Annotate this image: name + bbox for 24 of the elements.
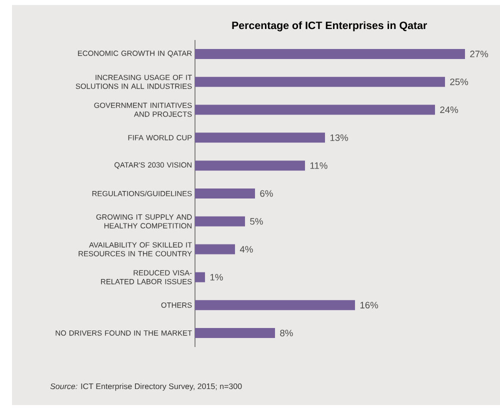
bar — [195, 300, 355, 310]
data-label: 13% — [330, 134, 348, 141]
data-label: 11% — [310, 162, 328, 169]
bar — [195, 48, 465, 59]
data-label: 8% — [280, 330, 293, 336]
data-label: 16% — [360, 302, 378, 308]
data-label: 27% — [470, 50, 488, 58]
bar — [195, 104, 435, 115]
text: Source: ICT Enterprise Directory Survey, 2015; n=300 — [50, 383, 242, 391]
data-label: 4% — [240, 246, 253, 253]
bar — [195, 244, 236, 254]
data-label: 6% — [260, 190, 273, 197]
bar — [195, 76, 445, 87]
data-label: 24% — [440, 106, 458, 114]
bar — [195, 160, 305, 171]
data-label: 5% — [250, 218, 263, 225]
bar — [195, 216, 245, 226]
data-label: 1% — [210, 274, 223, 280]
bar — [195, 328, 275, 338]
bar — [195, 132, 325, 143]
chart-title: Percentage of ICT Enterprises in Qatar — [232, 21, 427, 32]
bar — [195, 188, 255, 198]
data-label: 25% — [450, 78, 468, 86]
bar — [195, 272, 205, 282]
